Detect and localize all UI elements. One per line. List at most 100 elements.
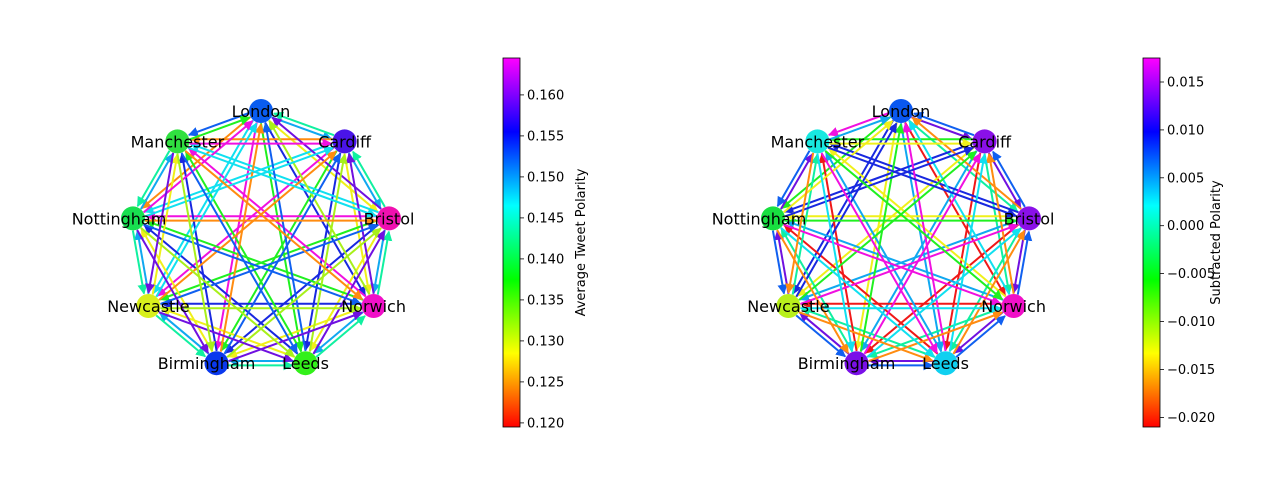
edge xyxy=(829,142,1019,214)
node-norwich xyxy=(361,294,386,318)
edge xyxy=(160,306,296,358)
edge xyxy=(144,219,364,301)
edge xyxy=(228,310,364,363)
edge xyxy=(140,227,214,353)
edge xyxy=(791,153,821,295)
node-nottingham xyxy=(761,206,785,231)
edge xyxy=(942,152,982,351)
edge xyxy=(798,311,934,363)
edge xyxy=(224,223,380,354)
edge xyxy=(827,112,890,137)
edge xyxy=(776,229,849,354)
edge xyxy=(227,307,362,359)
node-label-newcastle: Newcastle xyxy=(107,297,189,316)
colorbar-tick-label: −0.020 xyxy=(1167,411,1215,426)
nodes xyxy=(121,99,401,376)
edge xyxy=(798,150,977,301)
node-label-leeds: Leeds xyxy=(282,354,329,373)
colorbar-tick-label: 0.145 xyxy=(527,211,564,226)
edge xyxy=(155,314,206,358)
edge xyxy=(158,150,337,301)
edge xyxy=(867,307,1002,359)
edges xyxy=(771,111,1033,371)
edge xyxy=(827,146,1018,218)
edge xyxy=(783,223,1002,306)
colorbar-gradient xyxy=(502,57,521,428)
node-label-london: London xyxy=(232,102,291,121)
node-label-birmingham: Birmingham xyxy=(798,354,896,373)
node-cardiff xyxy=(332,129,357,154)
node-newcastle xyxy=(776,294,801,318)
node-leeds xyxy=(933,351,958,376)
nodes xyxy=(761,99,1041,376)
edge xyxy=(816,153,856,352)
edge xyxy=(785,152,815,294)
edge xyxy=(992,150,1026,208)
edge xyxy=(863,152,981,355)
edge xyxy=(143,142,333,214)
node-label-birmingham: Birmingham xyxy=(158,354,256,373)
edge xyxy=(188,147,367,298)
edge xyxy=(142,120,254,214)
colorbar-tick-label: 0.000 xyxy=(1167,219,1204,234)
node-label-bristol: Bristol xyxy=(364,209,415,228)
colorbar-tick-label: −0.010 xyxy=(1167,315,1215,330)
average-polarity-network: London Cardiff Bristol Norwich Leeds Birmingh… xyxy=(72,99,415,376)
node-label-nottingham: Nottingham xyxy=(712,209,807,228)
edge xyxy=(800,223,1019,305)
edge xyxy=(859,123,905,352)
edge xyxy=(189,142,379,214)
edge xyxy=(315,315,366,358)
edge xyxy=(955,315,1006,358)
edge xyxy=(343,153,373,295)
edge xyxy=(308,153,348,352)
edge xyxy=(271,116,382,210)
edge xyxy=(140,116,252,210)
edge xyxy=(798,219,1018,302)
colorbar-tick-label: −0.005 xyxy=(1167,267,1215,282)
node-london xyxy=(249,99,273,123)
edge xyxy=(376,230,393,295)
edge xyxy=(828,147,1007,298)
node-norwich xyxy=(1001,294,1026,318)
edge xyxy=(780,227,854,353)
edge xyxy=(143,224,299,355)
edge xyxy=(155,122,258,298)
edge xyxy=(176,153,216,352)
edge xyxy=(302,152,342,351)
edge xyxy=(776,150,811,207)
edge xyxy=(795,314,846,358)
edge xyxy=(158,219,378,302)
edge xyxy=(783,142,973,214)
edge xyxy=(180,152,298,354)
edge xyxy=(780,227,935,358)
edge xyxy=(264,121,367,297)
colorbar-tick-label: 0.135 xyxy=(527,293,564,308)
colorbar-tick-label: 0.120 xyxy=(527,416,564,431)
node-manchester xyxy=(805,129,830,154)
edge xyxy=(213,122,258,351)
node-label-bristol: Bristol xyxy=(1004,209,1055,228)
node-label-leeds: Leeds xyxy=(922,354,969,373)
colorbar-tick-label: 0.130 xyxy=(527,334,564,349)
edge xyxy=(184,150,363,301)
edge xyxy=(913,111,975,137)
edge xyxy=(784,146,975,218)
node-label-manchester: Manchester xyxy=(771,132,865,151)
edge xyxy=(1016,230,1033,295)
node-label-cardiff: Cardiff xyxy=(318,132,372,151)
edge xyxy=(144,146,335,218)
node-birmingham xyxy=(204,351,229,376)
edges xyxy=(131,111,393,371)
node-label-manchester: Manchester xyxy=(131,132,225,151)
edge xyxy=(908,119,1019,213)
edge xyxy=(902,122,947,352)
node-label-cardiff: Cardiff xyxy=(958,132,1012,151)
edge xyxy=(780,116,892,210)
edge xyxy=(983,153,1013,295)
edge xyxy=(985,152,1015,294)
edge xyxy=(792,119,894,295)
edge xyxy=(220,150,338,352)
edge xyxy=(911,116,1022,210)
edge xyxy=(219,123,265,352)
